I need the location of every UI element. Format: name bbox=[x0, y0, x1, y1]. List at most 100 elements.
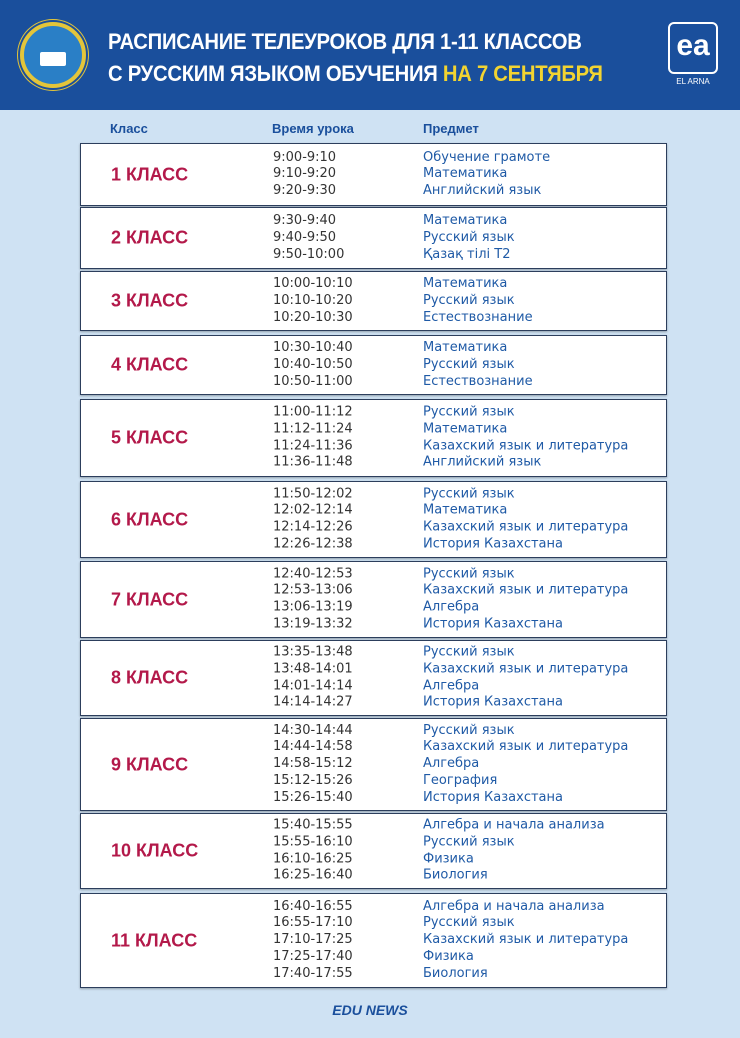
lesson-time: 11:00-11:12 bbox=[273, 404, 353, 420]
class-label: 9 КЛАСС bbox=[111, 754, 189, 774]
lesson-subject: История Казахстана bbox=[423, 789, 563, 805]
lesson-times: 9:00-9:10 9:10-9:20 9:20-9:30 bbox=[273, 149, 336, 199]
lesson-time: 14:01-14:14 bbox=[273, 678, 353, 693]
lesson-subjects: Обучение грамоте Математика Английский язы… bbox=[423, 149, 550, 199]
lesson-time: 14:58-15:12 bbox=[273, 756, 353, 772]
footer-source: EDU NEWS bbox=[332, 1002, 408, 1018]
schedule-row: 9 КЛАСС 14:30-14:44 14:44-14:58 14:58-15:12… bbox=[80, 718, 667, 811]
lesson-subject: Математика bbox=[423, 421, 508, 437]
lesson-time: 16:40-16:55 bbox=[273, 898, 353, 914]
lesson-subject: Русский язык bbox=[423, 915, 515, 931]
lesson-time: 15:40-15:55 bbox=[273, 817, 353, 833]
lesson-subject: Казахский язык и литература bbox=[423, 661, 629, 677]
schedule-row: 6 КЛАСС 11:50-12:02 12:02-12:14 12:14-12:26… bbox=[80, 481, 667, 558]
lesson-subjects: Математика Русский язык Естествознание bbox=[423, 276, 533, 326]
lesson-subject: Английский язык bbox=[423, 454, 542, 470]
lesson-times: 10:30-10:40 10:40-10:50 10:50-11:00 bbox=[273, 340, 353, 390]
lesson-time: 13:35-13:48 bbox=[273, 644, 353, 660]
lesson-subject: Математика bbox=[423, 502, 508, 518]
lesson-subjects: Алгебра и начала анализа Русский язык Каза… bbox=[423, 899, 628, 983]
lesson-time: 16:55-17:10 bbox=[273, 915, 353, 931]
lesson-subjects: Русский язык Казахский язык и литература А… bbox=[423, 644, 628, 711]
lesson-time: 9:50-10:00 bbox=[273, 246, 345, 262]
lesson-time: 13:19-13:32 bbox=[273, 616, 353, 632]
lesson-subject: Обучение грамоте bbox=[423, 149, 551, 165]
lesson-time: 11:12-11:24 bbox=[273, 421, 353, 437]
lesson-subject: Русский язык bbox=[423, 565, 515, 581]
class-label: 10 КЛАСС bbox=[111, 840, 199, 861]
lesson-time: 10:40-10:50 bbox=[273, 356, 353, 372]
lesson-subject: Қазақ тілі Т2 bbox=[423, 246, 511, 262]
lesson-subject: Математика bbox=[423, 212, 508, 228]
lesson-subject: Английский язык bbox=[423, 182, 542, 198]
lesson-time: 10:10-10:20 bbox=[273, 292, 353, 308]
lesson-time: 12:53-13:06 bbox=[273, 582, 353, 598]
lesson-time: 9:20-9:30 bbox=[273, 182, 337, 198]
lesson-time: 17:10-17:25 bbox=[273, 932, 353, 948]
lesson-time: 11:50-12:02 bbox=[273, 485, 353, 501]
lesson-subject: Алгебра и начала анализа bbox=[423, 817, 605, 833]
class-label: 4 КЛАСС bbox=[111, 354, 189, 375]
lesson-subject: История Казахстана bbox=[423, 616, 563, 632]
page-title: РАСПИСАНИЕ ТЕЛЕУРОКОВ ДЛЯ 1-11 КЛАССОВ С… bbox=[108, 26, 603, 90]
lesson-subjects: Математика Русский язык Қазақ тілі Т2 bbox=[423, 213, 515, 263]
class-label: 7 КЛАСС bbox=[111, 589, 189, 609]
lesson-subject: Математика bbox=[423, 275, 508, 291]
header-banner: РАСПИСАНИЕ ТЕЛЕУРОКОВ ДЛЯ 1-11 КЛАССОВ С… bbox=[0, 0, 740, 110]
lesson-time: 17:40-17:55 bbox=[273, 965, 353, 981]
class-label: 8 КЛАСС bbox=[111, 667, 189, 688]
lesson-time: 12:26-12:38 bbox=[273, 536, 353, 552]
lesson-subject: История Казахстана bbox=[423, 694, 563, 710]
lesson-times: 12:40-12:53 12:53-13:06 13:06-13:19 13:19-1… bbox=[273, 566, 353, 633]
lesson-subject: Русский язык bbox=[423, 404, 515, 420]
title-main: С РУССКИМ ЯЗЫКОМ ОБУЧЕНИЯ bbox=[108, 61, 438, 86]
lesson-subject: Русский язык bbox=[423, 292, 515, 308]
lesson-subject: Естествознание bbox=[423, 373, 533, 389]
lesson-time: 9:30-9:40 bbox=[273, 212, 337, 228]
lesson-subjects: Русский язык Математика Казахский язык и л… bbox=[423, 404, 628, 471]
schedule-row: 10 КЛАСС 15:40-15:55 15:55-16:10 16:10-16:2… bbox=[80, 813, 667, 889]
title-date: НА 7 СЕНТЯБРЯ bbox=[442, 61, 603, 86]
lesson-subject: Казахский язык и литература bbox=[423, 438, 629, 453]
lesson-time: 10:00-10:10 bbox=[273, 275, 353, 291]
lesson-subject: Биология bbox=[423, 965, 488, 981]
schedule-row: 7 КЛАСС 12:40-12:53 12:53-13:06 13:06-13:19… bbox=[80, 561, 667, 638]
lesson-subject: Естествознание bbox=[423, 309, 533, 325]
lesson-time: 10:50-11:00 bbox=[273, 373, 353, 389]
lesson-subject: Математика bbox=[423, 339, 508, 355]
lesson-subject: Русский язык bbox=[423, 722, 515, 738]
class-label: 2 КЛАСС bbox=[111, 227, 189, 248]
class-label: 1 КЛАСС bbox=[111, 164, 189, 184]
lesson-subject: Русский язык bbox=[423, 834, 515, 850]
title-line-2: С РУССКИМ ЯЗЫКОМ ОБУЧЕНИЯ НА 7 СЕНТЯБРЯ bbox=[108, 58, 603, 90]
lesson-subject: География bbox=[423, 772, 498, 788]
column-header-class: Класс bbox=[110, 121, 148, 136]
lesson-subject: Русский язык bbox=[423, 229, 515, 245]
lesson-time: 16:10-16:25 bbox=[273, 851, 353, 866]
lesson-subject: Алгебра bbox=[423, 756, 480, 772]
lesson-time: 14:14-14:27 bbox=[273, 694, 353, 710]
lesson-time: 9:10-9:20 bbox=[273, 166, 337, 182]
lesson-times: 14:30-14:44 14:44-14:58 14:58-15:12 15:12-1… bbox=[273, 723, 353, 807]
lesson-time: 9:00-9:10 bbox=[273, 149, 337, 165]
lesson-subjects: Русский язык Казахский язык и литература А… bbox=[423, 566, 628, 633]
lesson-subjects: Русский язык Казахский язык и литература А… bbox=[423, 723, 628, 807]
lesson-times: 10:00-10:10 10:10-10:20 10:20-10:30 bbox=[273, 276, 353, 326]
lesson-subject: Казахский язык и литература bbox=[423, 932, 629, 948]
title-line-1: РАСПИСАНИЕ ТЕЛЕУРОКОВ ДЛЯ 1-11 КЛАССОВ bbox=[108, 29, 582, 54]
lesson-times: 11:50-12:02 12:02-12:14 12:14-12:26 12:26-1… bbox=[273, 486, 353, 553]
lesson-subject: Казахский язык и литература bbox=[423, 739, 629, 755]
el-arna-logo-icon: ea bbox=[668, 22, 718, 74]
schedule-row: 4 КЛАСС 10:30-10:40 10:40-10:50 10:50-11:00… bbox=[80, 335, 667, 395]
lesson-times: 9:30-9:40 9:40-9:50 9:50-10:00 bbox=[273, 213, 344, 263]
lesson-subject: Казахский язык и литература bbox=[423, 519, 629, 535]
schedule-row: 11 КЛАСС 16:40-16:55 16:55-17:10 17:10-17:2… bbox=[80, 893, 667, 988]
class-label: 5 КЛАСС bbox=[111, 427, 189, 448]
lesson-subjects: Алгебра и начала анализа Русский язык Физи… bbox=[423, 817, 605, 884]
lesson-time: 17:25-17:40 bbox=[273, 948, 353, 964]
ministry-emblem-icon bbox=[20, 22, 86, 88]
logo-text: EL ARNA bbox=[676, 77, 710, 86]
lesson-time: 11:24-11:36 bbox=[273, 438, 353, 453]
lesson-time: 15:12-15:26 bbox=[273, 772, 353, 788]
lesson-time: 9:40-9:50 bbox=[273, 229, 337, 245]
